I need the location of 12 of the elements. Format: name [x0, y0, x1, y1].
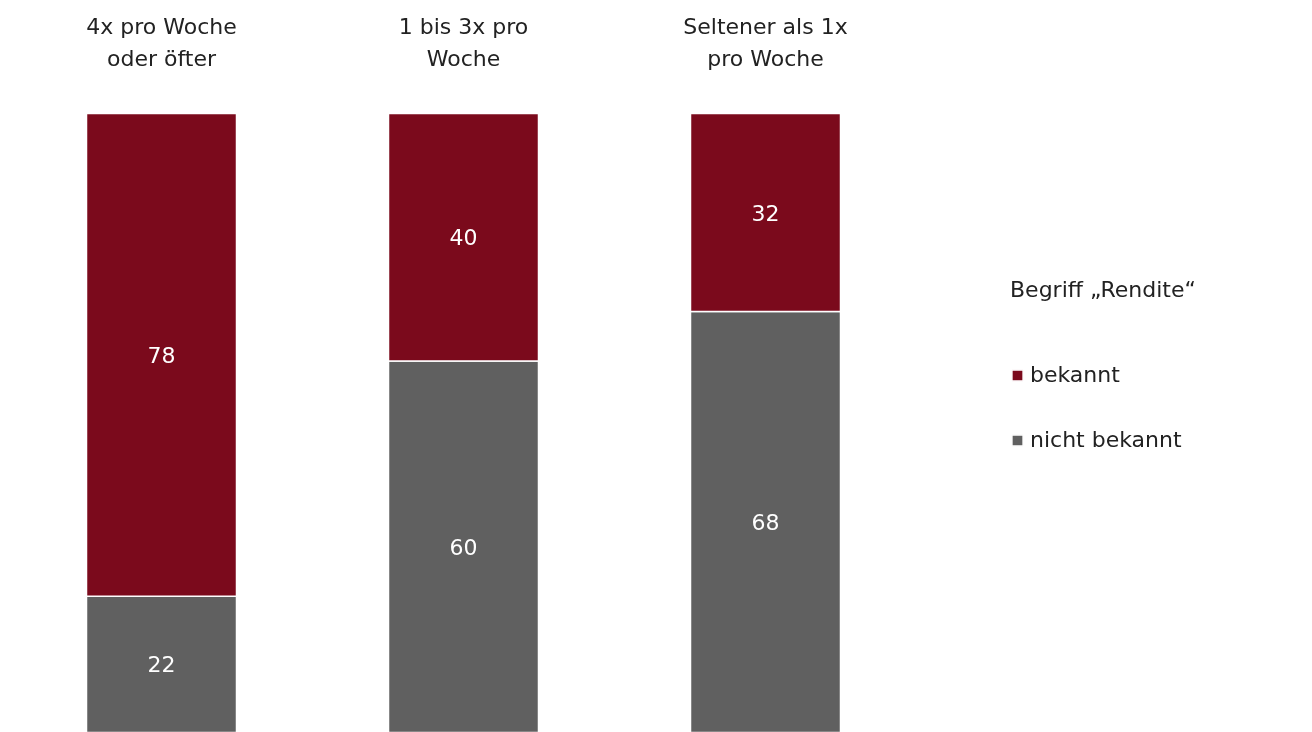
- x-tick-label: Seltener als 1x pro Woche: [683, 14, 848, 71]
- data-label: 40: [449, 225, 478, 251]
- legend-label: bekannt: [1030, 362, 1120, 387]
- data-label: 68: [751, 510, 780, 536]
- data-label: 32: [751, 200, 780, 226]
- x-tick-label: 4x pro Woche oder öfter: [86, 14, 237, 71]
- legend-title: Begriff „Rendite“: [1010, 277, 1196, 302]
- data-label: 78: [147, 342, 176, 368]
- x-tick-label: 1 bis 3x pro Woche: [398, 14, 529, 71]
- legend-label: nicht bekannt: [1030, 427, 1182, 452]
- data-label: 60: [449, 534, 478, 560]
- data-label: 22: [147, 652, 176, 678]
